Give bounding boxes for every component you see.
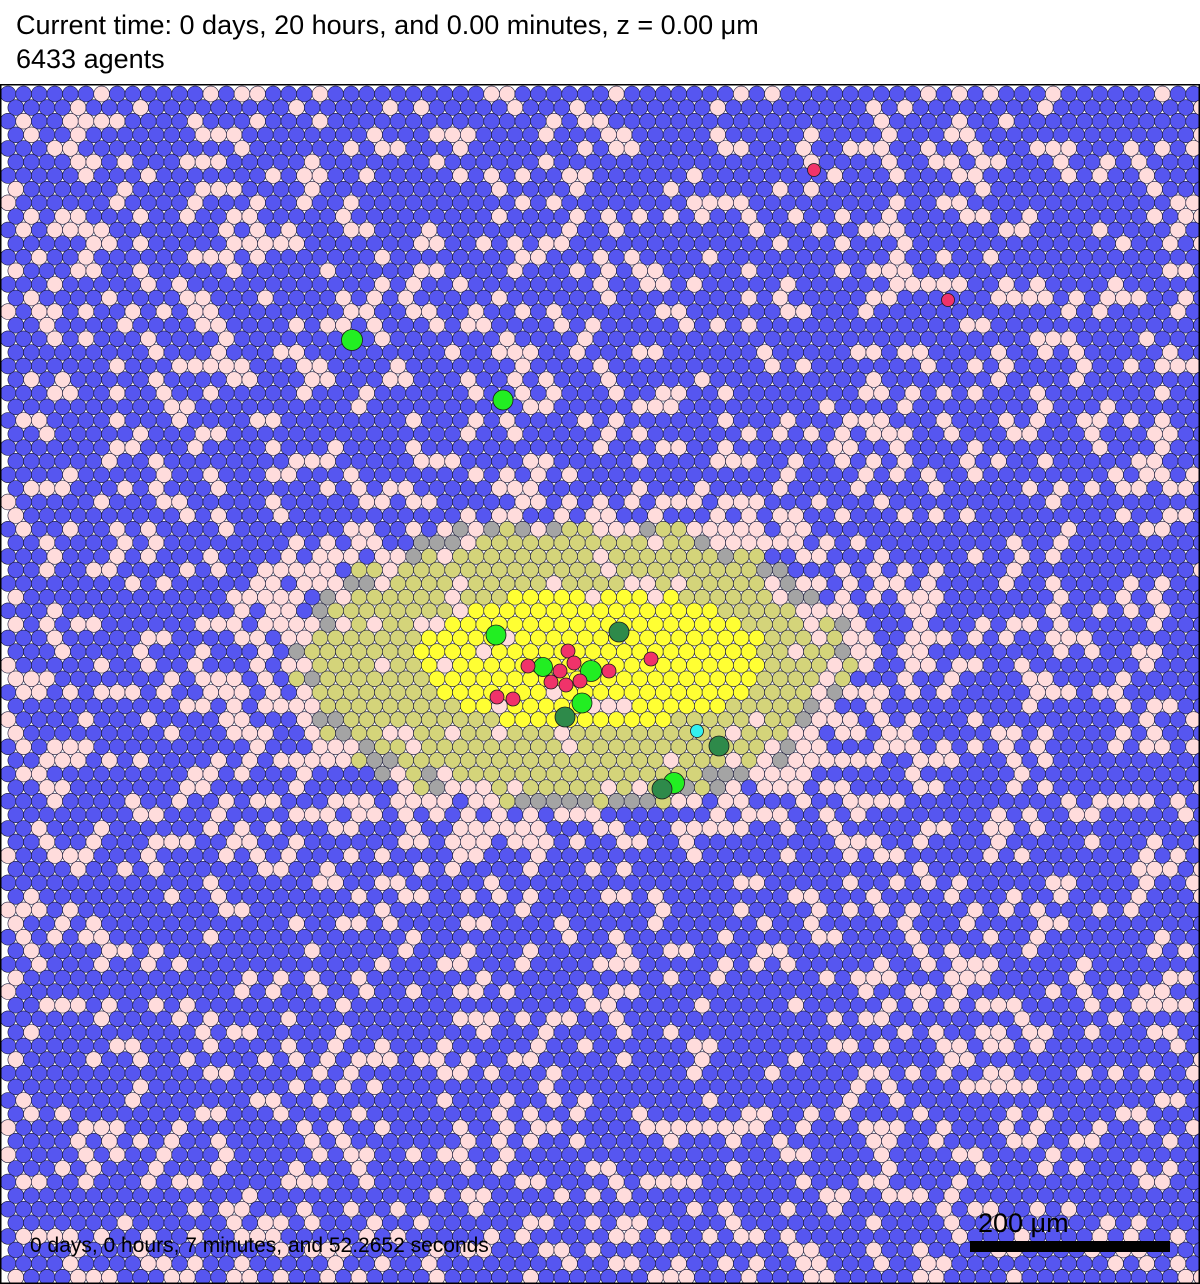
current-time-label: Current time: 0 days, 20 hours, and 0.00…: [16, 10, 759, 40]
agent-count-label: 6433 agents: [16, 44, 165, 74]
simulation-time-label: 0 days, 0 hours, 7 minutes, and 52.2652 …: [30, 1234, 489, 1257]
scale-bar: [970, 1241, 1170, 1252]
scale-bar-label: 200 μm: [978, 1208, 1069, 1238]
cell-layer: [0, 85, 1200, 1284]
header: Current time: 0 days, 20 hours, and 0.00…: [0, 0, 1200, 84]
viewport-border: [0, 84, 1200, 1284]
agent-layer: [341, 163, 955, 800]
simulation-viewport: [0, 84, 1200, 1284]
simulation-canvas: [0, 84, 1200, 1284]
